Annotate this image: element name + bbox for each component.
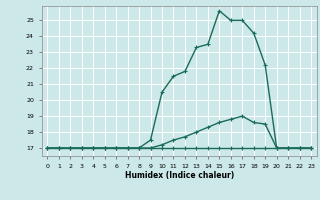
X-axis label: Humidex (Indice chaleur): Humidex (Indice chaleur) (124, 171, 234, 180)
